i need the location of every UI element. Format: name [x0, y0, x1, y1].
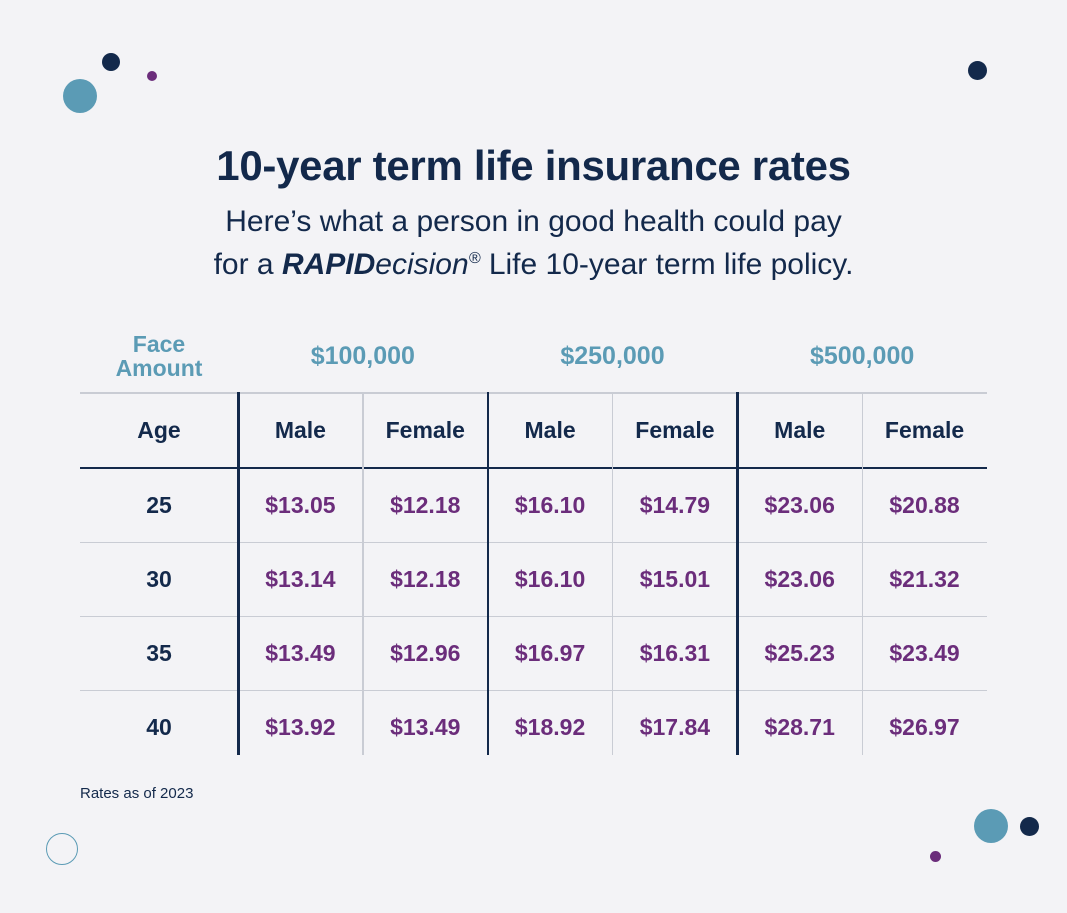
- rate: $23.06: [764, 566, 835, 592]
- decor-dot: [102, 53, 120, 71]
- rate: $28.71: [764, 714, 835, 740]
- rate-table: Face Amount $100,000 $250,000 $500,000 Age Ma…: [80, 320, 987, 764]
- table-row: 35 $13.49 $12.96 $16.97 $16.31 $25.23 $23.49: [80, 617, 987, 691]
- subtitle: Here’s what a person in good health coul…: [225, 205, 842, 238]
- column-header: Male: [524, 417, 576, 443]
- rate: $17.84: [639, 714, 711, 740]
- rate: $13.14: [265, 566, 336, 592]
- age: 35: [146, 640, 172, 666]
- column-divider: [736, 392, 739, 755]
- column-divider: [237, 392, 240, 755]
- registered-mark: ®: [468, 250, 481, 267]
- column-divider: [611, 392, 614, 755]
- column-divider: [861, 392, 864, 755]
- age: 25: [146, 492, 172, 518]
- age: 30: [146, 566, 172, 592]
- rate: $16.31: [639, 640, 711, 666]
- subtitle: for a RAPIDecision® Life 10-year term li…: [0, 248, 1067, 282]
- amount-header: $100,000: [310, 341, 415, 370]
- brand: ecision: [375, 248, 469, 281]
- rate: $14.79: [639, 492, 711, 518]
- rate: $16.97: [514, 640, 586, 666]
- column-header: Female: [385, 417, 465, 443]
- rate: $16.10: [514, 492, 586, 518]
- column-header: Female: [635, 417, 715, 443]
- face-amount-label: Face Amount: [115, 331, 203, 381]
- title: 10-year term life insurance rates: [216, 142, 851, 189]
- table-row: 40 $13.92 $13.49 $18.92 $17.84 $28.71 $26.97: [80, 691, 987, 764]
- column-header: Male: [774, 417, 826, 443]
- decor-ring: [46, 833, 78, 865]
- column-header: Female: [884, 417, 965, 443]
- rate: $12.18: [390, 492, 461, 518]
- table-row: 25 $13.05 $12.18 $16.10 $14.79 $23.06 $20.88: [80, 469, 987, 543]
- rate: $25.23: [764, 640, 835, 666]
- rate: $26.97: [889, 714, 960, 740]
- rate: $13.49: [265, 640, 336, 666]
- column-header: Male: [274, 417, 326, 443]
- decor-dot: [63, 79, 97, 113]
- rate: $13.92: [265, 714, 336, 740]
- subtitle-text: for a: [213, 248, 274, 281]
- column-header-row: Age Male Female Male Female Male Female: [80, 392, 987, 469]
- footnote: Rates as of 2023: [80, 785, 194, 802]
- amount-row: Face Amount $100,000 $250,000 $500,000: [80, 320, 987, 392]
- rate: $15.01: [639, 566, 711, 592]
- decor-dot: [968, 61, 987, 80]
- decor-dot: [1020, 817, 1039, 836]
- amount-header: $500,000: [810, 341, 915, 370]
- rate: $21.32: [889, 566, 960, 592]
- decor-dot: [147, 71, 157, 81]
- rate: $12.96: [390, 640, 461, 666]
- rate: $12.18: [390, 566, 461, 592]
- subtitle-text: Life 10-year term life policy.: [488, 248, 854, 281]
- brand: RAPID: [281, 248, 376, 281]
- rate: $13.49: [390, 714, 461, 740]
- rate: $18.92: [514, 714, 586, 740]
- table-row: 30 $13.14 $12.18 $16.10 $15.01 $23.06 $21.32: [80, 543, 987, 617]
- rate: $23.06: [764, 492, 835, 518]
- rate: $20.88: [889, 492, 960, 518]
- age: 40: [146, 714, 172, 740]
- rate: $16.10: [514, 566, 586, 592]
- rate: $13.05: [265, 492, 336, 518]
- column-divider: [486, 392, 490, 755]
- decor-dot: [974, 809, 1008, 843]
- column-divider: [362, 392, 364, 755]
- rate: $23.49: [889, 640, 960, 666]
- column-header: Age: [137, 417, 181, 443]
- amount-header: $250,000: [560, 341, 665, 370]
- decor-dot: [930, 851, 941, 862]
